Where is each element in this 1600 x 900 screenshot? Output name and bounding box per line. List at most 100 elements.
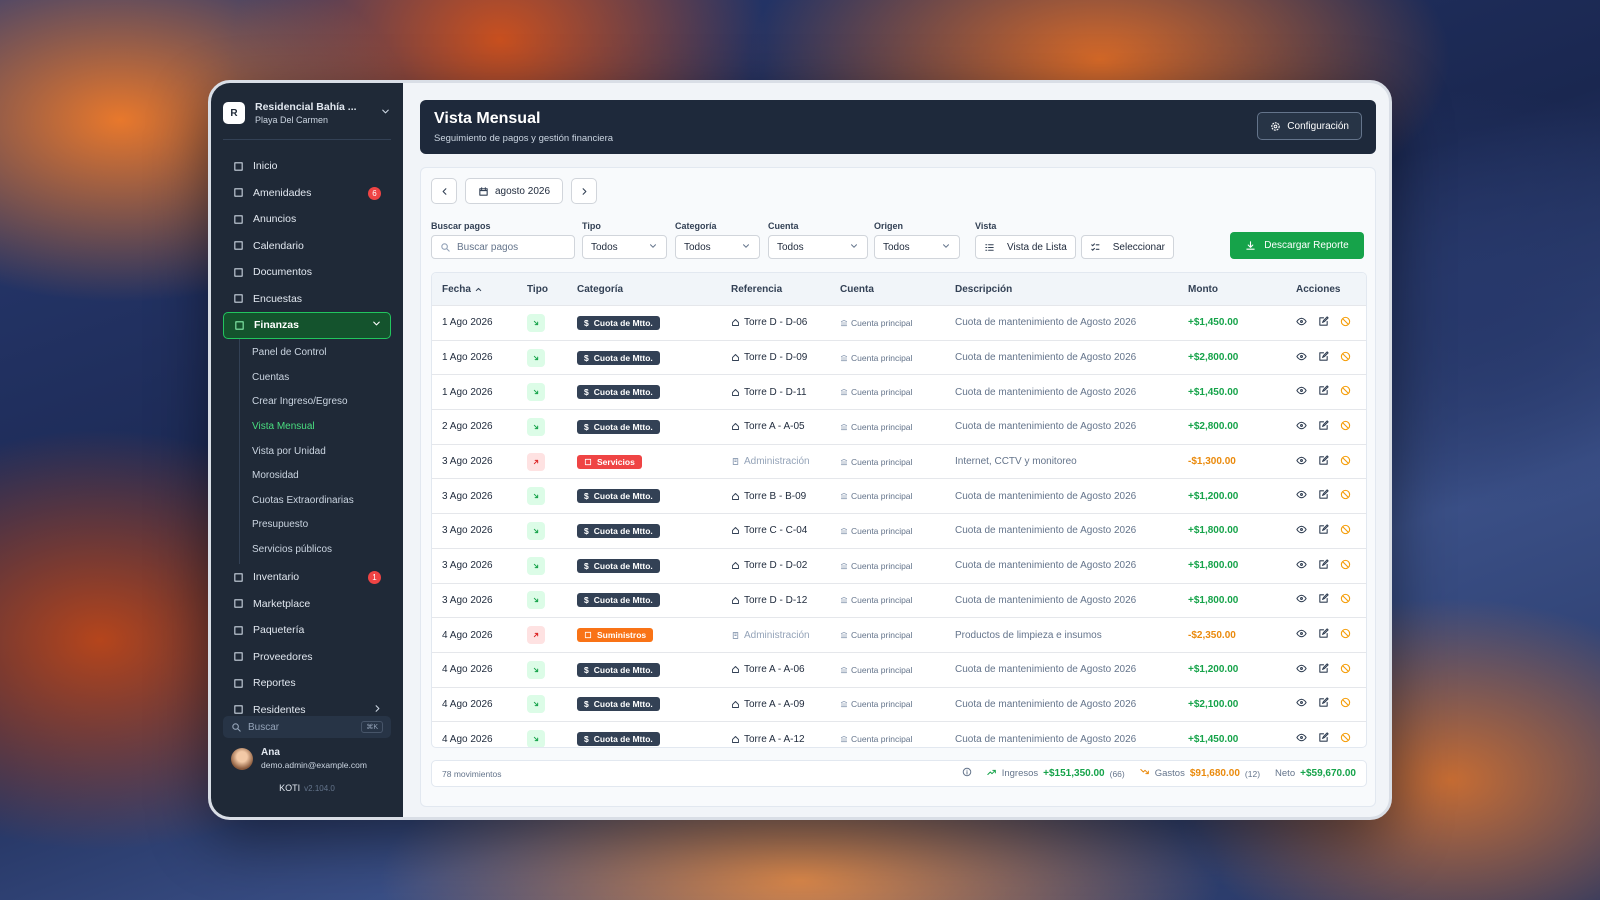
- edit-button[interactable]: [1318, 524, 1329, 538]
- nav-item[interactable]: Documentos: [223, 259, 391, 286]
- category-cell: $ Cuota de Mtto.: [577, 662, 731, 677]
- cancel-button[interactable]: [1340, 663, 1351, 677]
- edit-button[interactable]: [1318, 732, 1329, 746]
- subnav-item[interactable]: Crear Ingreso/Egreso: [240, 390, 391, 415]
- subnav-item[interactable]: Morosidad: [240, 463, 391, 488]
- nav-item[interactable]: Paquetería: [223, 617, 391, 644]
- nav-item[interactable]: Marketplace: [223, 590, 391, 617]
- cancel-button[interactable]: [1340, 559, 1351, 573]
- category-label-text: Cuota de Mtto.: [593, 491, 653, 502]
- subnav-item[interactable]: Vista Mensual: [240, 414, 391, 439]
- view-button[interactable]: [1296, 732, 1307, 746]
- actions-cell: [1286, 350, 1366, 365]
- date-cell: 1 Ago 2026: [442, 317, 527, 328]
- cancel-button[interactable]: [1340, 628, 1351, 642]
- amount-cell: +$2,800.00: [1188, 421, 1286, 432]
- actions-cell: [1286, 697, 1366, 711]
- cancel-button[interactable]: [1340, 732, 1351, 746]
- nav-item[interactable]: Proveedores: [223, 643, 391, 670]
- amount-cell-text: +$1,800.00: [1188, 525, 1239, 537]
- prev-month[interactable]: [431, 178, 457, 204]
- table-row: 2 Ago 2026 $ Cuota de Mtto. Torre A - A-05 C…: [432, 410, 1366, 445]
- download-button[interactable]: Descargar Reporte: [1230, 232, 1364, 259]
- config-button[interactable]: Configuración: [1257, 112, 1362, 140]
- subnav-item[interactable]: Presupuesto: [240, 513, 391, 538]
- subnav-item[interactable]: Cuotas Extraordinarias: [240, 488, 391, 513]
- edit-button[interactable]: [1318, 350, 1329, 365]
- edit-button[interactable]: [1318, 663, 1329, 677]
- direction-icon: [527, 383, 545, 402]
- column-header-text: Cuenta: [840, 283, 874, 295]
- edit-button[interactable]: [1318, 454, 1329, 469]
- cancel-button[interactable]: [1340, 420, 1351, 434]
- edit-button[interactable]: [1318, 559, 1329, 573]
- edit-button[interactable]: [1318, 420, 1329, 434]
- edit-button[interactable]: [1318, 697, 1329, 711]
- filter-select[interactable]: Todos: [768, 235, 868, 259]
- nav-item[interactable]: Calendario: [223, 233, 391, 260]
- edit-button[interactable]: [1318, 628, 1329, 642]
- net-total-text: +$59,670.00: [1300, 768, 1356, 779]
- gear-icon: [1271, 121, 1281, 131]
- nav-item[interactable]: Reportes: [223, 670, 391, 697]
- subnav-item[interactable]: Servicios públicos: [240, 537, 391, 562]
- income-count-text: (66): [1109, 768, 1125, 779]
- icon: [840, 354, 848, 361]
- org-switcher[interactable]: R Residencial Bahía ... Playa Del Carmen: [223, 101, 391, 140]
- column-header[interactable]: Fecha: [442, 284, 527, 295]
- nav-item[interactable]: Inicio: [223, 153, 391, 180]
- month-picker[interactable]: agosto 2026: [465, 178, 563, 204]
- view-button[interactable]: [1296, 628, 1307, 642]
- subnav-item[interactable]: Vista por Unidad: [240, 439, 391, 464]
- date-cell: 3 Ago 2026: [442, 595, 527, 606]
- cancel-button[interactable]: [1340, 489, 1351, 503]
- actions-cell: [1286, 454, 1366, 469]
- cancel-button[interactable]: [1340, 697, 1351, 711]
- description-cell: Cuota de mantenimiento de Agosto 2026: [955, 387, 1188, 398]
- cancel-button[interactable]: [1340, 385, 1351, 399]
- next-month[interactable]: [571, 178, 597, 204]
- nav-item[interactable]: Inventario 1: [223, 564, 391, 591]
- filter-select[interactable]: Todos: [582, 235, 667, 259]
- list-view-button[interactable]: Vista de Lista: [975, 235, 1076, 259]
- view-button[interactable]: [1296, 420, 1307, 434]
- cancel-button[interactable]: [1340, 593, 1351, 607]
- edit-button[interactable]: [1318, 593, 1329, 607]
- nav-item[interactable]: Amenidades 6: [223, 180, 391, 207]
- nav-item[interactable]: Residentes: [223, 696, 391, 723]
- select-button[interactable]: Seleccionar: [1081, 235, 1174, 259]
- subnav-item[interactable]: Cuentas: [240, 365, 391, 390]
- cancel-button[interactable]: [1340, 524, 1351, 538]
- view-button[interactable]: [1296, 455, 1307, 469]
- sidebar-search[interactable]: Buscar ⌘K: [223, 716, 391, 738]
- cancel-button[interactable]: [1340, 351, 1351, 365]
- icon: [840, 597, 848, 604]
- nav-item[interactable]: Anuncios: [223, 206, 391, 233]
- nav-item[interactable]: Encuestas: [223, 286, 391, 313]
- expense-label-text: Gastos: [1154, 768, 1185, 779]
- nav-item[interactable]: Finanzas: [223, 312, 391, 339]
- cancel-button[interactable]: [1340, 455, 1351, 469]
- view-button[interactable]: [1296, 385, 1307, 399]
- filter-select[interactable]: Todos: [874, 235, 960, 259]
- icon: [851, 243, 857, 248]
- view-button[interactable]: [1296, 559, 1307, 573]
- user[interactable]: Ana demo.admin@example.com: [231, 747, 367, 770]
- view-button[interactable]: [1296, 697, 1307, 711]
- direction-icon: [527, 313, 545, 332]
- view-button[interactable]: [1296, 351, 1307, 365]
- edit-button[interactable]: [1318, 489, 1329, 503]
- filter-select[interactable]: Todos: [675, 235, 760, 259]
- edit-button[interactable]: [1318, 316, 1329, 330]
- view-button[interactable]: [1296, 593, 1307, 607]
- cancel-button[interactable]: [1340, 316, 1351, 330]
- view-button[interactable]: [1296, 524, 1307, 538]
- view-button[interactable]: [1296, 316, 1307, 330]
- view-button[interactable]: [1296, 663, 1307, 677]
- view-button[interactable]: [1296, 489, 1307, 503]
- category-tag: $ Cuota de Mtto.: [577, 385, 660, 400]
- edit-button[interactable]: [1318, 385, 1329, 399]
- subnav-item[interactable]: Panel de Control: [240, 341, 391, 366]
- search-input[interactable]: Buscar pagos: [431, 235, 575, 259]
